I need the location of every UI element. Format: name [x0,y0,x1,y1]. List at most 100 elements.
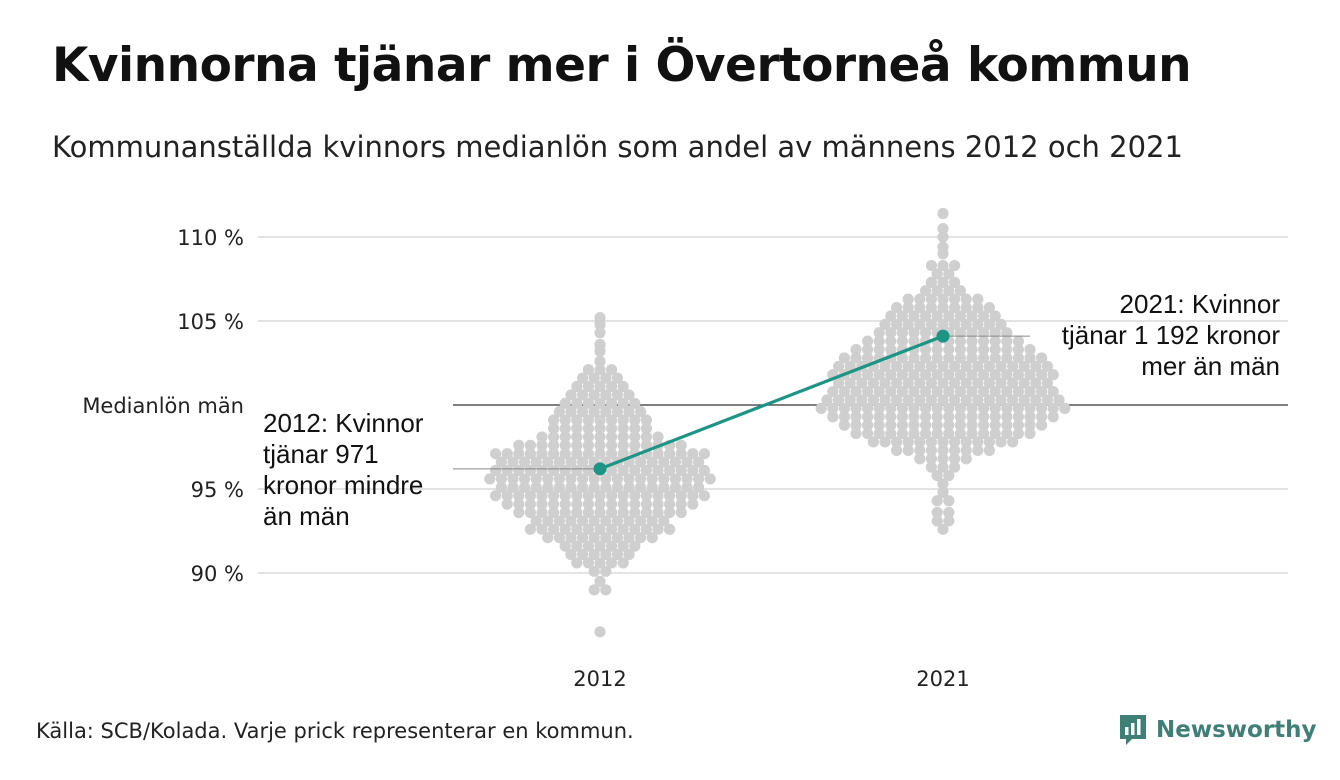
municipality-dot [594,575,606,588]
municipality-dot [594,414,606,426]
municipality-dot [600,584,612,596]
municipality-dot [908,402,920,414]
municipality-dot [937,276,949,288]
municipality-dot [524,464,537,477]
municipality-dot [548,506,560,519]
municipality-dot [542,515,554,527]
municipality-dot [600,473,612,485]
highlight-line [599,334,944,471]
municipality-dot [862,385,874,398]
municipality-dot [524,490,537,502]
municipality-dot [571,439,583,451]
municipality-dot [885,402,897,414]
municipality-dot [925,360,938,372]
municipality-dot [617,557,629,569]
municipality-dot [966,327,978,339]
municipality-dot [565,515,577,527]
municipality-dot [920,427,932,440]
municipality-dot [664,523,676,535]
municipality-dot [559,540,571,552]
municipality-dot [949,360,961,372]
municipality-dot [943,310,955,322]
municipality-dot [1024,402,1036,414]
municipality-dot [943,515,955,527]
municipality-dot [833,394,845,406]
municipality-dot [588,389,600,401]
municipality-dot [559,490,571,502]
municipality-dot [600,406,612,418]
municipality-dot [949,453,961,465]
municipality-dot [879,318,891,330]
municipality-dot [617,506,629,519]
municipality-dot [937,461,949,473]
municipality-dot [646,481,658,493]
municipality-dot [949,461,961,473]
municipality-dot [954,369,967,381]
municipality-dot [606,490,618,502]
municipality-dot [902,301,914,314]
municipality-dot [1018,394,1030,406]
municipality-dot [983,360,996,372]
municipality-dot [559,422,571,435]
municipality-dot [617,439,629,451]
municipality-dot [978,427,990,440]
municipality-dot [571,540,583,552]
municipality-dot [606,540,618,552]
municipality-dot [937,436,949,448]
municipality-dot [548,414,560,426]
municipality-dot [588,532,600,544]
municipality-dot [885,310,897,322]
municipality-dot [582,557,595,569]
municipality-dot [1047,369,1059,381]
municipality-dot [989,369,1001,381]
municipality-dot [1030,360,1042,372]
municipality-dot [565,481,577,493]
municipality-dot [495,473,507,485]
municipality-dot [896,327,909,339]
municipality-dot [629,464,641,477]
municipality-dot [920,402,932,414]
municipality-dot [954,385,967,398]
municipality-dot [925,259,938,272]
municipality-dot [844,360,856,372]
municipality-dot [821,394,833,406]
municipality-dot [559,506,571,519]
municipality-dot [937,259,949,272]
municipality-dot [629,498,641,510]
municipality-dot [1007,394,1019,406]
municipality-dot [519,456,531,468]
municipality-dot [548,431,560,443]
municipality-dot [862,411,874,423]
municipality-dot [931,495,943,507]
municipality-dot [833,360,845,372]
municipality-dot [1047,385,1059,398]
municipality-dot [931,352,943,364]
municipality-dot [640,422,653,435]
municipality-dot [949,318,961,330]
municipality-dot [943,402,955,414]
municipality-dot [652,464,664,477]
municipality-dot [611,372,624,384]
municipality-dot [1053,394,1065,406]
municipality-dot [594,439,606,451]
municipality-dot [553,406,566,418]
municipality-dot [611,389,624,401]
municipality-dot [937,523,949,535]
municipality-dot [571,506,583,519]
municipality-dot [495,456,507,468]
municipality-dot [640,414,653,426]
municipality-dot [600,532,612,544]
municipality-dot [862,369,874,381]
municipality-dot [920,419,932,431]
municipality-dot [1001,402,1013,414]
municipality-dot [542,456,554,468]
municipality-dot [1001,352,1013,364]
municipality-dot [949,377,961,389]
municipality-dot [635,481,647,493]
municipality-dot [594,364,606,376]
municipality-dot [983,444,996,456]
municipality-dot [652,498,664,510]
municipality-dot [611,406,624,418]
highlight-point-2021 [936,329,950,343]
municipality-dot [989,335,1001,347]
